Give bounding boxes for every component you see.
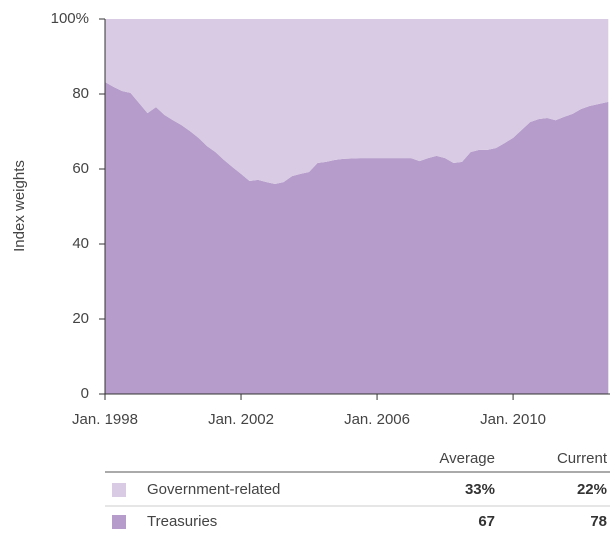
y-axis-label: Index weights — [11, 160, 28, 252]
area — [105, 19, 609, 184]
x-tick-label: Jan. 1998 — [72, 411, 138, 428]
x-tick-label: Jan. 2002 — [208, 411, 274, 428]
y-tick-label: 60 — [72, 160, 89, 177]
table-header: Current — [557, 450, 608, 467]
table-cell: 78 — [590, 513, 607, 530]
x-tick-label: Jan. 2010 — [480, 411, 546, 428]
legend-swatch — [112, 515, 126, 529]
y-tick-label: 80 — [72, 85, 89, 102]
legend-label: Treasuries — [147, 513, 217, 530]
y-tick-label: 100% — [51, 10, 89, 27]
legend-label: Government-related — [147, 481, 280, 498]
y-tick-label: 0 — [81, 385, 89, 402]
legend-swatch — [112, 483, 126, 497]
table-cell: 33% — [465, 481, 495, 498]
table-cell: 22% — [577, 481, 607, 498]
x-tick-label: Jan. 2006 — [344, 411, 410, 428]
y-tick-label: 40 — [72, 235, 89, 252]
table-cell: 67 — [478, 513, 495, 530]
area — [105, 82, 609, 394]
y-tick-label: 20 — [72, 310, 89, 327]
table-header: Average — [439, 450, 495, 467]
